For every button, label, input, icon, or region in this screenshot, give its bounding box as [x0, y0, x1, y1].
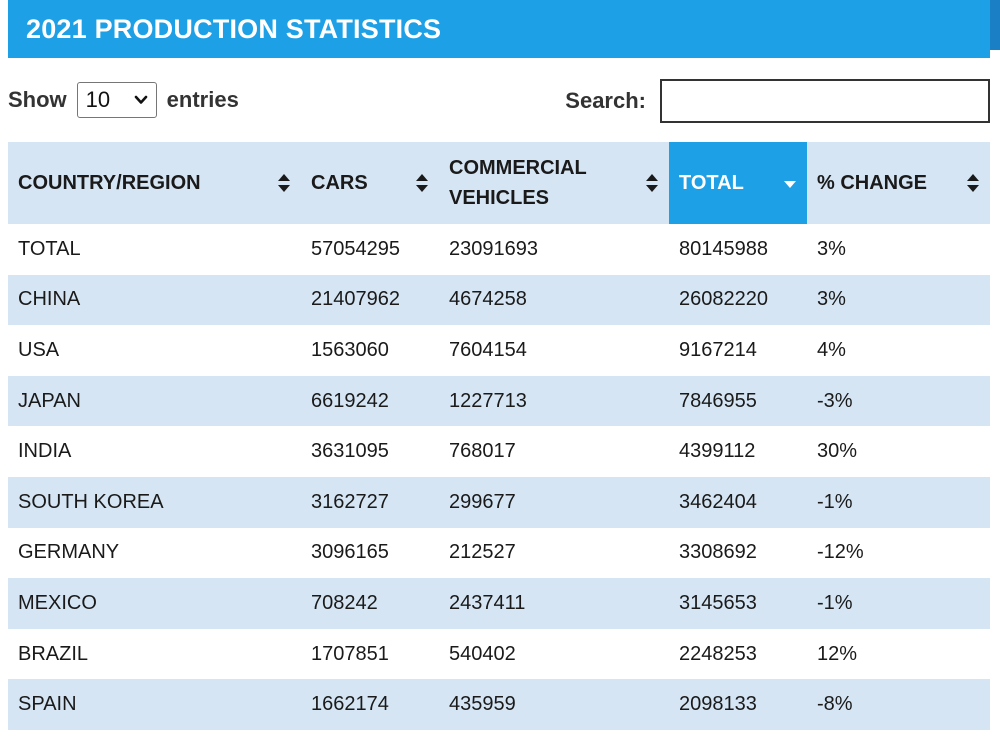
cell-change: -8%: [807, 679, 990, 730]
column-header-label: CARS: [311, 172, 368, 194]
cell-commercial: 299677: [439, 476, 669, 528]
column-header-label: COMMERCIAL VEHICLES: [449, 157, 587, 209]
column-header-commercial-vehicles[interactable]: COMMERCIAL VEHICLES: [439, 142, 669, 224]
cell-commercial: 435959: [439, 679, 669, 730]
table-controls: Show 10 entries Search:: [8, 76, 990, 132]
cell-cars: 1707851: [301, 628, 439, 680]
cell-country: SPAIN: [8, 679, 301, 730]
cell-change: 3%: [807, 224, 990, 275]
cell-country: MEXICO: [8, 578, 301, 629]
cell-total: 9167214: [669, 325, 807, 376]
cell-total: 4399112: [669, 426, 807, 477]
cell-commercial: 1227713: [439, 375, 669, 427]
cell-total: 3308692: [669, 527, 807, 579]
sort-desc-icon: [784, 181, 796, 188]
cell-country: INDIA: [8, 426, 301, 477]
table-row: INDIA 3631095 768017 4399112 30%: [8, 426, 990, 477]
cell-commercial: 768017: [439, 426, 669, 477]
cell-total: 80145988: [669, 224, 807, 275]
cell-cars: 57054295: [301, 224, 439, 275]
column-header-total[interactable]: TOTAL: [669, 142, 807, 224]
cell-cars: 1563060: [301, 325, 439, 376]
cell-change: 3%: [807, 274, 990, 326]
cell-commercial: 540402: [439, 628, 669, 680]
column-header-percent-change[interactable]: % CHANGE: [807, 142, 990, 224]
sort-both-icon: [278, 174, 290, 192]
column-header-cars[interactable]: CARS: [301, 142, 439, 224]
cell-total: 2248253: [669, 628, 807, 680]
cell-cars: 3162727: [301, 476, 439, 528]
table-row: MEXICO 708242 2437411 3145653 -1%: [8, 578, 990, 629]
cell-country: CHINA: [8, 274, 301, 326]
cell-commercial: 23091693: [439, 224, 669, 275]
cell-commercial: 7604154: [439, 325, 669, 376]
cell-change: -12%: [807, 527, 990, 579]
cell-commercial: 212527: [439, 527, 669, 579]
cell-commercial: 2437411: [439, 578, 669, 629]
table-row: GERMANY 3096165 212527 3308692 -12%: [8, 527, 990, 579]
cell-country: TOTAL: [8, 224, 301, 275]
cell-cars: 708242: [301, 578, 439, 629]
cell-country: BRAZIL: [8, 628, 301, 680]
table-row: USA 1563060 7604154 9167214 4%: [8, 325, 990, 376]
cell-cars: 21407962: [301, 274, 439, 326]
cell-change: -1%: [807, 476, 990, 528]
cell-country: USA: [8, 325, 301, 376]
cell-country: JAPAN: [8, 375, 301, 427]
table-row: SPAIN 1662174 435959 2098133 -8%: [8, 679, 990, 730]
cell-total: 3145653: [669, 578, 807, 629]
sort-both-icon: [416, 174, 428, 192]
cell-change: 12%: [807, 628, 990, 680]
search-label: Search:: [565, 88, 646, 113]
cell-total: 3462404: [669, 476, 807, 528]
cell-change: -3%: [807, 375, 990, 427]
page-title: 2021 PRODUCTION STATISTICS: [26, 13, 442, 44]
column-header-label: TOTAL: [679, 172, 744, 194]
column-header-label: COUNTRY/REGION: [18, 172, 201, 194]
title-accent: [990, 0, 1000, 50]
cell-total: 7846955: [669, 375, 807, 427]
cell-cars: 6619242: [301, 375, 439, 427]
production-table: COUNTRY/REGION CARS COMMERCIAL VEHICLES: [8, 142, 990, 730]
search-input[interactable]: [660, 79, 990, 123]
cell-cars: 3096165: [301, 527, 439, 579]
cell-country: GERMANY: [8, 527, 301, 579]
page-length-control: Show 10 entries: [8, 82, 239, 118]
cell-total: 2098133: [669, 679, 807, 730]
search-control: Search:: [565, 79, 990, 123]
page-length-value: 10: [85, 87, 111, 112]
sort-both-icon: [646, 174, 658, 192]
cell-change: 4%: [807, 325, 990, 376]
cell-country: SOUTH KOREA: [8, 476, 301, 528]
sort-both-icon: [967, 174, 979, 192]
table-row: SOUTH KOREA 3162727 299677 3462404 -1%: [8, 476, 990, 528]
cell-cars: 1662174: [301, 679, 439, 730]
table-header-row: COUNTRY/REGION CARS COMMERCIAL VEHICLES: [8, 142, 990, 224]
chevron-down-icon: [134, 95, 147, 104]
entries-label: entries: [166, 87, 239, 112]
table-row: JAPAN 6619242 1227713 7846955 -3%: [8, 375, 990, 427]
cell-change: 30%: [807, 426, 990, 477]
show-label: Show: [8, 87, 67, 112]
table-row: BRAZIL 1707851 540402 2248253 12%: [8, 628, 990, 680]
table-row: CHINA 21407962 4674258 26082220 3%: [8, 274, 990, 326]
cell-cars: 3631095: [301, 426, 439, 477]
table-row: TOTAL 57054295 23091693 80145988 3%: [8, 224, 990, 275]
cell-commercial: 4674258: [439, 274, 669, 326]
column-header-country[interactable]: COUNTRY/REGION: [8, 142, 301, 224]
cell-change: -1%: [807, 578, 990, 629]
cell-total: 26082220: [669, 274, 807, 326]
column-header-label: % CHANGE: [817, 172, 928, 194]
title-bar: 2021 PRODUCTION STATISTICS: [8, 0, 990, 58]
page-length-select[interactable]: 10: [76, 82, 157, 118]
